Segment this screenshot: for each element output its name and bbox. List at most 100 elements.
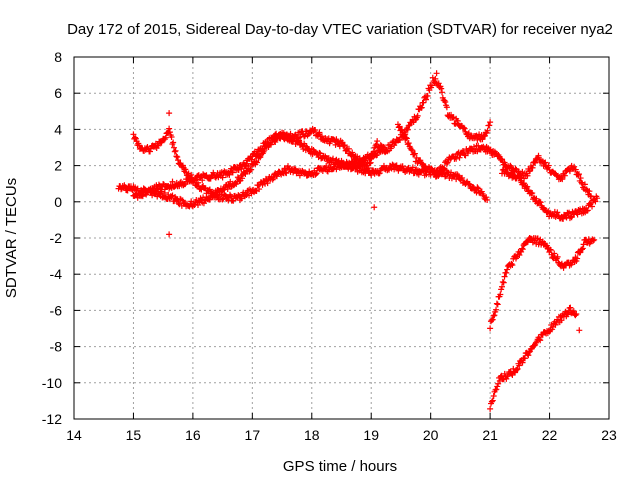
data-point xyxy=(418,104,425,111)
data-point xyxy=(253,151,260,158)
data-point xyxy=(567,304,574,311)
data-point xyxy=(493,306,500,313)
data-point xyxy=(489,316,496,323)
data-point xyxy=(493,300,500,307)
data-point xyxy=(560,264,567,271)
data-point xyxy=(229,169,236,176)
data-point xyxy=(527,167,534,174)
data-point xyxy=(501,273,508,280)
data-point xyxy=(248,166,255,173)
data-point xyxy=(453,171,460,178)
data-point xyxy=(132,134,139,141)
data-point xyxy=(381,144,388,151)
data-point xyxy=(264,180,271,187)
data-point xyxy=(551,250,558,257)
x-tick-label: 14 xyxy=(66,427,82,443)
x-axis-label: GPS time / hours xyxy=(283,458,397,475)
data-point xyxy=(399,126,406,133)
data-point xyxy=(248,156,255,163)
data-point xyxy=(419,160,426,167)
data-point xyxy=(341,142,348,149)
data-point xyxy=(435,80,442,87)
data-point xyxy=(301,169,308,176)
data-point xyxy=(572,312,579,319)
data-point xyxy=(172,147,179,154)
data-point xyxy=(576,171,583,178)
data-point xyxy=(484,127,491,134)
data-point xyxy=(516,174,523,181)
data-point xyxy=(438,85,445,92)
data-point xyxy=(403,134,410,141)
data-point xyxy=(519,246,526,253)
data-point xyxy=(273,173,280,180)
data-point xyxy=(508,370,515,377)
data-point xyxy=(487,325,494,332)
data-point xyxy=(134,185,141,192)
data-point xyxy=(317,150,324,157)
data-point xyxy=(501,159,508,166)
data-point xyxy=(439,89,446,96)
data-point xyxy=(207,175,214,182)
data-point xyxy=(370,153,377,160)
data-point xyxy=(224,186,231,193)
data-point xyxy=(367,159,374,166)
data-point xyxy=(174,153,181,160)
data-point xyxy=(166,110,173,117)
data-point xyxy=(432,75,439,82)
data-point xyxy=(521,355,528,362)
data-point xyxy=(403,135,410,142)
data-point xyxy=(282,166,289,173)
data-point xyxy=(516,362,523,369)
data-point xyxy=(529,164,536,171)
data-point xyxy=(589,203,596,210)
x-tick-label: 22 xyxy=(542,427,558,443)
data-point xyxy=(122,184,129,191)
data-point xyxy=(474,184,481,191)
data-point xyxy=(316,149,323,156)
data-point xyxy=(499,278,506,285)
data-point xyxy=(479,136,486,143)
axes: 14 15 16 17 18 19 20 21 22 23 -12 -10 -8 -6 -4 -2 0 2 4 6 8 xyxy=(42,49,617,443)
data-point xyxy=(193,176,200,183)
data-point xyxy=(219,174,226,181)
data-point xyxy=(591,236,598,243)
data-point xyxy=(399,163,406,170)
x-tick-label: 15 xyxy=(126,427,142,443)
data-point xyxy=(350,161,357,168)
y-tick-label: -8 xyxy=(50,339,63,355)
data-point xyxy=(488,398,495,405)
data-point xyxy=(560,215,567,222)
data-points xyxy=(115,70,601,412)
data-point xyxy=(171,148,178,155)
data-point xyxy=(440,166,447,173)
data-point xyxy=(401,131,408,138)
data-point xyxy=(526,349,533,356)
data-point xyxy=(443,104,450,111)
data-point xyxy=(504,266,511,273)
data-point xyxy=(498,372,505,379)
data-point xyxy=(524,183,531,190)
data-point xyxy=(166,129,173,136)
data-point xyxy=(578,246,585,253)
data-point xyxy=(405,122,412,129)
data-point xyxy=(486,122,493,129)
data-point xyxy=(411,150,418,157)
data-point xyxy=(579,245,586,252)
data-point xyxy=(586,188,593,195)
data-point xyxy=(316,129,323,136)
data-point xyxy=(444,159,451,166)
data-point xyxy=(194,202,201,209)
chart-title: Day 172 of 2015, Sidereal Day-to-day VTE… xyxy=(67,21,613,38)
data-point xyxy=(489,397,496,404)
data-point xyxy=(433,70,440,77)
data-point xyxy=(503,269,510,276)
data-point xyxy=(256,186,263,193)
data-point xyxy=(547,247,554,254)
data-point xyxy=(497,291,504,298)
data-point xyxy=(175,200,182,207)
data-point xyxy=(580,241,587,248)
data-point xyxy=(461,125,468,132)
data-point xyxy=(499,156,505,163)
data-point xyxy=(162,134,169,141)
data-point xyxy=(535,152,542,159)
